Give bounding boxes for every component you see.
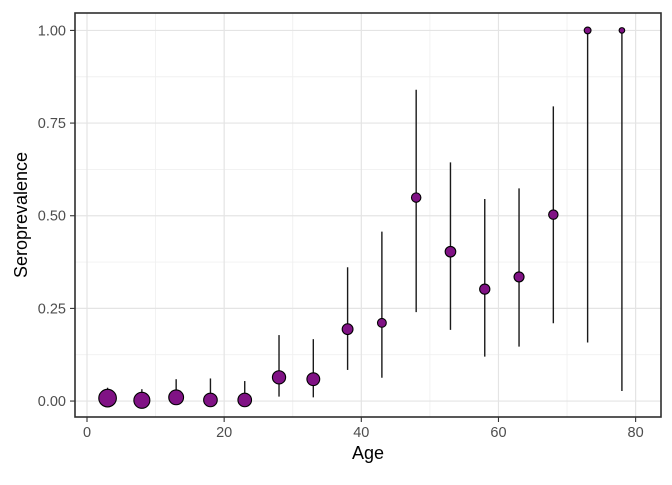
- data-point: [513, 271, 525, 283]
- x-tick-label: 60: [490, 425, 506, 441]
- x-tick-label: 0: [83, 425, 91, 441]
- x-tick-label: 80: [628, 425, 644, 441]
- data-point: [479, 283, 491, 295]
- data-point: [444, 245, 457, 258]
- data-point: [583, 26, 592, 35]
- error-bars: [106, 30, 623, 402]
- data-points: [98, 26, 626, 409]
- y-tick-label: 0.25: [38, 301, 66, 317]
- gridlines-major: [75, 13, 661, 417]
- data-point: [98, 388, 117, 408]
- data-point: [237, 392, 253, 408]
- data-point: [618, 27, 626, 34]
- y-axis-title: Seroprevalence: [11, 152, 31, 278]
- panel-border: [74, 12, 662, 418]
- plot-panel: [75, 13, 661, 417]
- y-tick-label: 1.00: [38, 23, 66, 39]
- data-point: [306, 372, 321, 387]
- data-point: [271, 370, 287, 385]
- y-tick-label: 0.00: [38, 394, 66, 410]
- x-axis-ticks: [86, 417, 637, 422]
- gridlines-minor: [75, 13, 661, 417]
- data-point: [548, 209, 559, 220]
- data-point: [410, 192, 422, 203]
- data-point: [203, 392, 218, 408]
- data-point: [133, 391, 151, 409]
- x-tick-label: 20: [216, 425, 232, 441]
- y-tick-label: 0.75: [38, 116, 66, 132]
- data-point: [341, 323, 354, 336]
- x-tick-label: 40: [353, 425, 369, 441]
- y-tick-label: 0.50: [38, 209, 66, 225]
- data-point: [168, 389, 185, 406]
- y-axis-ticks: [70, 29, 75, 402]
- y-axis-tick-labels: 0.00 0.25 0.50 0.75 1.00: [38, 23, 66, 410]
- data-point: [376, 317, 387, 328]
- x-axis-title: Age: [352, 443, 384, 463]
- x-axis-tick-labels: 0 20 40 60 80: [83, 425, 644, 441]
